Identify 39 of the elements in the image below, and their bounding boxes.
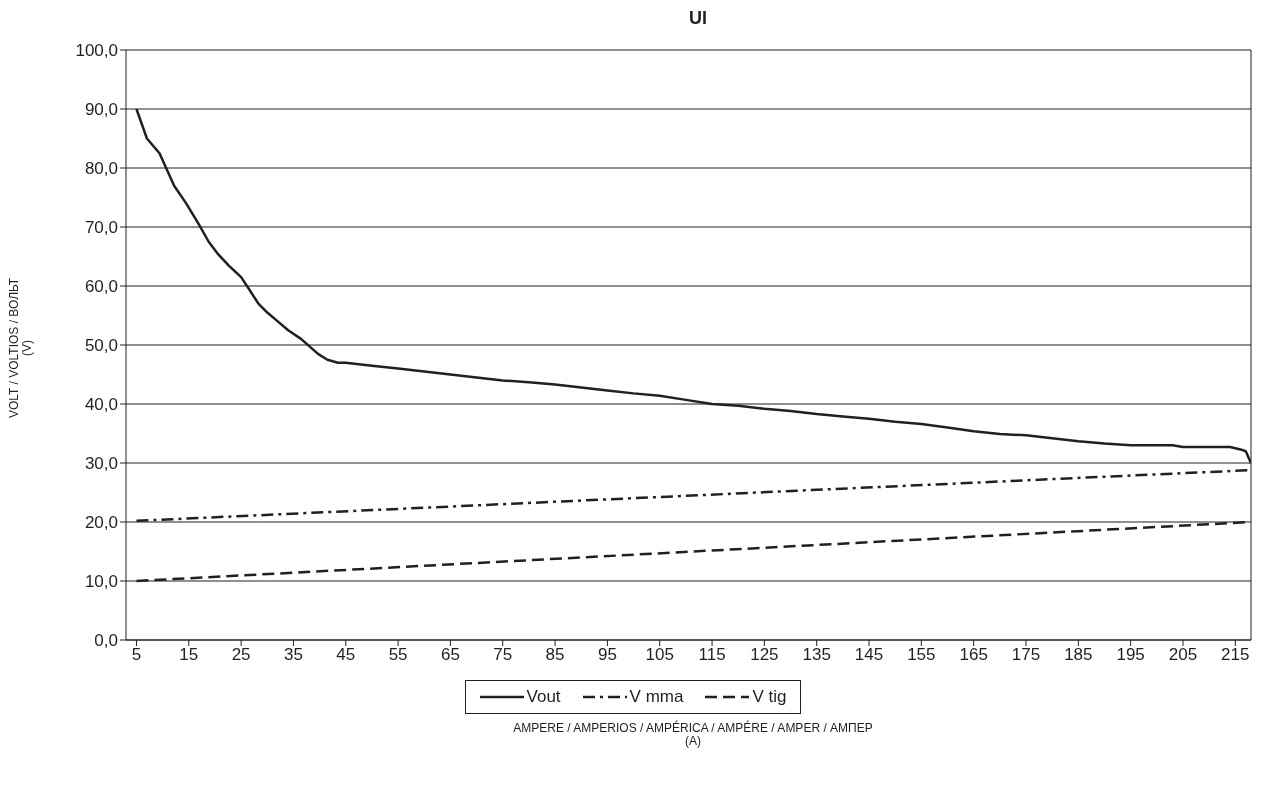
x-tick-label: 95	[597, 645, 617, 665]
x-tick-label: 175	[1011, 645, 1041, 665]
y-tick-label: 30,0	[84, 454, 118, 474]
x-tick-label: 115	[698, 645, 726, 665]
x-tick-label: 145	[854, 645, 884, 665]
x-tick-label: 55	[388, 645, 408, 665]
x-tick-label: 155	[907, 645, 936, 665]
y-tick-label: 70,0	[84, 218, 118, 238]
y-tick-label: 100,0	[75, 41, 118, 61]
x-tick-label: 85	[545, 645, 565, 665]
x-tick-label: 205	[1168, 645, 1198, 665]
x-tick-label: 215	[1221, 645, 1250, 665]
y-tick-label: 90,0	[84, 100, 118, 120]
x-tick-label: 45	[336, 645, 356, 665]
x-tick-label: 135	[802, 645, 831, 665]
x-tick-label: 25	[231, 645, 251, 665]
x-tick-label: 65	[440, 645, 460, 665]
x-tick-label: 125	[750, 645, 779, 665]
y-tick-label: 10,0	[84, 572, 118, 592]
legend-label: V tig	[752, 687, 787, 707]
x-tick-label: 195	[1116, 645, 1145, 665]
y-tick-label: 40,0	[84, 395, 118, 415]
y-tick-label: 20,0	[84, 513, 118, 533]
y-tick-label: 50,0	[84, 336, 118, 356]
y-axis-title: VOLT / VOLTIOS / ВОЛЬТ (V)	[7, 277, 34, 419]
x-tick-label: 165	[959, 645, 988, 665]
x-tick-label: 75	[493, 645, 513, 665]
x-tick-label: 15	[179, 645, 199, 665]
legend-label: V mma	[629, 687, 684, 707]
y-tick-label: 60,0	[84, 277, 118, 297]
chart-title: UI	[688, 8, 708, 30]
x-tick-label: 5	[131, 645, 142, 665]
legend-label: Vout	[526, 687, 561, 707]
x-axis-title: AMPERE / AMPERIOS / AMPÉRICA / AMPÉRE / AMPER / АМПЕР (A)	[512, 721, 874, 748]
x-tick-label: 185	[1064, 645, 1093, 665]
y-tick-label: 80,0	[84, 159, 118, 179]
x-tick-label: 35	[283, 645, 303, 665]
y-tick-label: 0,0	[94, 631, 118, 651]
x-tick-label: 105	[645, 645, 674, 665]
